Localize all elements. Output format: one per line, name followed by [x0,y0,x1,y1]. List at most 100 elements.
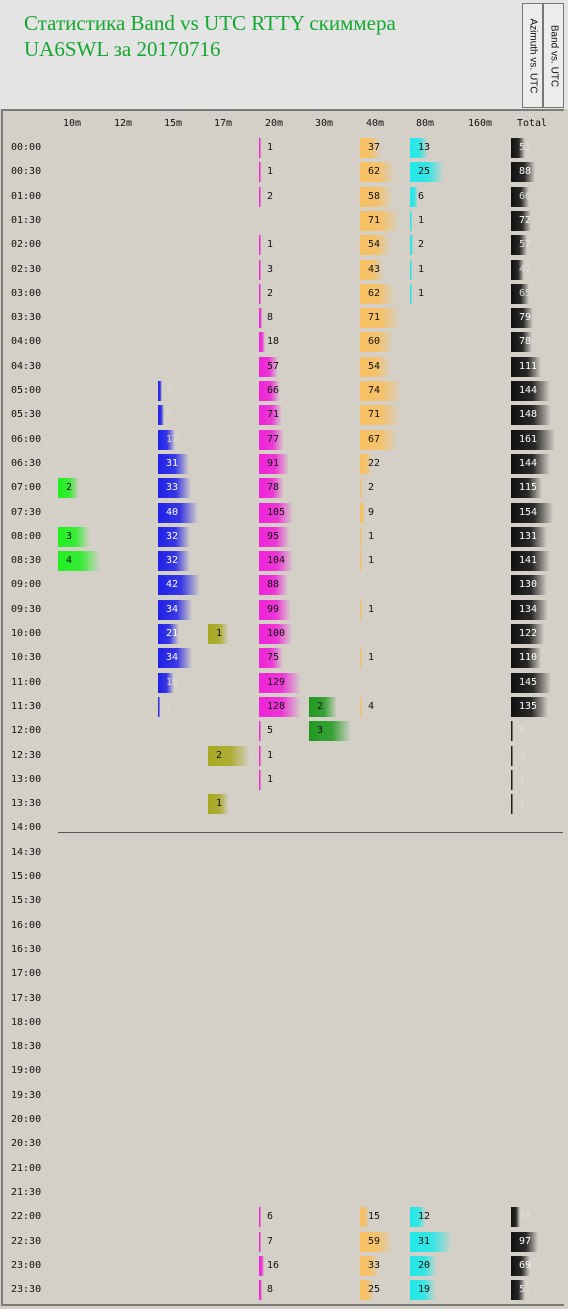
cell-20m: 104 [259,551,309,572]
bar-20m [259,356,278,377]
cell-value: 66 [267,385,280,396]
bar-total [511,721,513,742]
bar-10m [58,551,100,572]
cell-value: 115 [519,482,538,494]
bar-20m [259,332,265,353]
tab-azimuth-vs-utc-label: Azimuth vs. UTC [527,17,538,94]
cell-total: 130 [511,575,561,596]
cell-value: 32 [166,530,179,542]
time-label: 20:00 [11,1114,42,1125]
cell-total: 154 [511,502,561,523]
time-label: 07:00 [11,482,42,494]
cell-value: 25 [418,166,431,178]
tab-azimuth-vs-utc[interactable]: Azimuth vs. UTC [522,3,543,108]
cell-80m: 2 [410,235,460,256]
cell-value: 105 [267,506,286,518]
cell-value: 21 [166,628,179,639]
bar-40m [360,526,362,547]
cell-15m: 1 [158,696,208,717]
col-header-80m: 80m [415,118,435,129]
bar-15m [158,453,189,474]
cell-20m: 1 [259,162,309,183]
bar-15m [158,599,192,620]
cell-total: 111 [511,356,561,377]
bar-total [511,429,555,450]
bar-40m [360,138,381,158]
time-label: 13:30 [11,798,42,810]
cell-value: 110 [519,652,538,664]
cell-40m: 71 [360,308,410,329]
cell-80m: 1 [410,259,460,280]
time-label: 12:00 [11,725,42,737]
tab-band-vs-utc[interactable]: Band vs. UTC [543,3,564,108]
cell-40m: 9 [360,502,410,523]
cell-value: 1 [368,603,375,615]
time-label: 02:30 [11,263,42,275]
bar-15m [158,381,162,401]
cell-value: 77 [267,433,280,445]
cell-value: 1 [267,166,274,178]
time-label: 19:30 [11,1089,42,1101]
col-header-40m: 40m [365,118,385,129]
bar-total [511,332,532,353]
cell-total: 131 [511,526,561,547]
time-label: 07:30 [11,506,42,518]
cell-total: 1 [511,769,561,790]
cell-80m: 1 [410,283,460,304]
bar-40m [360,356,391,377]
col-header-160m: 160m [467,118,493,129]
time-label: 04:00 [11,336,42,348]
cell-value: 148 [519,409,538,421]
cell-30m: 3 [309,721,359,742]
cell-40m: 71 [360,210,410,231]
cell-10m: 4 [58,551,108,572]
time-label: 13:00 [11,773,42,785]
time-label: 19:00 [11,1065,42,1077]
cell-10m: 2 [58,478,108,499]
cell-value: 19 [418,1284,431,1296]
bar-20m [259,502,293,523]
bar-20m [259,138,261,158]
cell-40m: 33 [360,1255,410,1276]
cell-40m: 67 [360,429,410,450]
cell-value: 71 [368,409,381,421]
time-label: 16:00 [11,919,42,931]
current-time-divider [58,832,563,833]
bar-40m [360,381,402,401]
bar-40m [360,283,395,304]
cell-20m: 75 [259,648,309,669]
cell-20m: 1 [259,745,309,766]
cell-value: 8 [267,312,274,324]
cell-value: 7 [267,1235,274,1247]
cell-value: 57 [267,360,280,372]
bar-40m [360,235,391,256]
cell-17m: 2 [208,745,258,766]
bar-20m [259,745,261,766]
cell-value: 13 [418,142,431,153]
bar-80m [410,1255,437,1276]
cell-value: 4 [166,385,173,396]
cell-total: 72 [511,210,561,231]
cell-value: 60 [368,336,381,348]
bar-20m [259,624,292,644]
bar-80m [410,210,412,231]
bar-80m [410,1207,426,1228]
cell-value: 65 [519,287,532,299]
time-label: 10:30 [11,652,42,664]
cell-20m: 16 [259,1255,309,1276]
cell-40m: 1 [360,599,410,620]
bar-80m [410,259,412,280]
bar-total [511,138,525,158]
cell-value: 69 [519,1259,532,1271]
bar-15m [158,672,174,693]
cell-total: 66 [511,186,561,207]
bar-80m [410,1231,452,1252]
cell-value: 99 [267,603,280,615]
cell-value: 1 [418,287,425,299]
cell-value: 52 [519,1284,532,1296]
bar-20m [259,235,261,256]
cell-value: 47 [519,263,532,275]
cell-17m: 1 [208,794,258,815]
cell-value: 16 [166,676,179,688]
cell-value: 122 [519,628,538,639]
